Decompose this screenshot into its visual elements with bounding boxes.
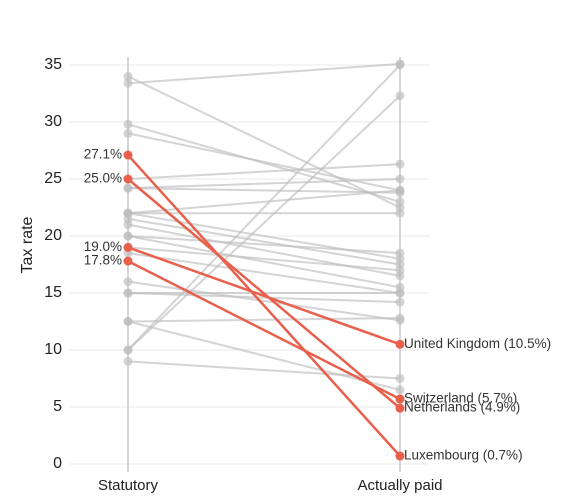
y-tick-label: 20 <box>44 227 62 244</box>
slope-line <box>127 187 401 194</box>
slope-line <box>127 123 401 203</box>
y-tick-label: 15 <box>44 284 62 301</box>
slope-line <box>127 178 401 410</box>
point <box>123 345 133 355</box>
point <box>123 183 133 193</box>
point <box>123 71 133 81</box>
point <box>395 174 405 184</box>
x-tick-label: Statutory <box>98 477 159 494</box>
point <box>123 317 133 326</box>
slope-line <box>127 189 401 215</box>
point <box>395 374 405 383</box>
end-label: Netherlands (4.9%) <box>404 400 520 415</box>
slope-line <box>127 95 401 351</box>
point <box>395 394 405 404</box>
slope-line <box>127 217 401 266</box>
point <box>395 288 405 298</box>
point <box>395 159 405 169</box>
start-label: 19.0% <box>84 239 122 254</box>
point <box>395 385 405 395</box>
point <box>123 119 133 129</box>
start-label: 27.1% <box>84 147 122 162</box>
slope-line <box>127 154 401 457</box>
point <box>123 256 133 266</box>
slope-line <box>127 320 401 391</box>
slope-line <box>127 163 401 180</box>
slope-line <box>127 246 401 346</box>
point <box>395 60 405 70</box>
point <box>123 78 133 88</box>
point <box>395 313 405 323</box>
point <box>123 128 133 138</box>
point <box>123 242 133 252</box>
y-tick-label: 30 <box>44 113 62 130</box>
point <box>123 150 133 160</box>
y-axis-label: Tax rate <box>19 216 36 273</box>
y-tick-label: 10 <box>44 341 62 358</box>
slope-line <box>127 178 401 190</box>
slope-line <box>127 280 401 322</box>
point <box>395 248 405 258</box>
slope-line <box>127 317 401 323</box>
y-tick-label: 25 <box>44 170 62 187</box>
slope-line <box>127 246 401 272</box>
point <box>395 339 405 349</box>
point <box>395 297 405 307</box>
point <box>395 265 405 275</box>
start-label: 17.8% <box>84 253 122 268</box>
slope-line <box>127 259 401 401</box>
point <box>395 208 405 218</box>
x-tick-label: Actually paid <box>357 477 442 494</box>
point <box>395 185 405 195</box>
slope-line <box>127 235 401 255</box>
point <box>123 288 133 298</box>
end-label: Switzerland (5.7%) <box>404 391 517 406</box>
end-label: Luxembourg (0.7%) <box>404 448 523 463</box>
end-label: United Kingdom (10.5%) <box>404 336 551 351</box>
point <box>395 403 405 413</box>
start-label: 25.0% <box>84 171 122 186</box>
point <box>395 91 405 101</box>
slope-line <box>127 62 401 85</box>
point <box>395 451 405 461</box>
y-tick-label: 0 <box>53 455 62 472</box>
slope-line <box>127 360 401 380</box>
point <box>123 220 133 230</box>
point <box>123 174 133 184</box>
point <box>123 231 133 241</box>
slope-line <box>127 252 401 294</box>
slope-line <box>127 235 401 289</box>
y-tick-label: 35 <box>44 56 62 73</box>
y-tick-label: 5 <box>53 398 62 415</box>
point <box>123 277 133 287</box>
point <box>395 197 405 207</box>
slope-line <box>127 292 401 304</box>
slope-line <box>127 64 401 351</box>
slope-line <box>127 75 401 209</box>
point <box>123 356 133 366</box>
